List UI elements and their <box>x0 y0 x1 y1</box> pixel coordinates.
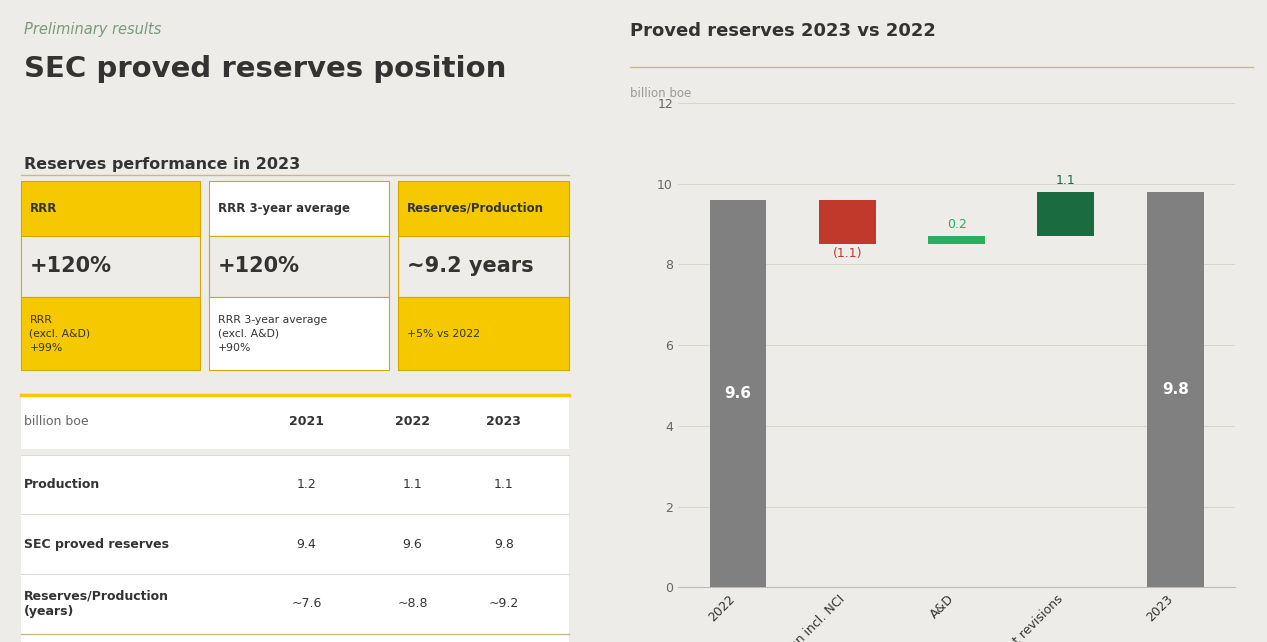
Text: Reserves performance in 2023: Reserves performance in 2023 <box>24 157 300 172</box>
Text: ~9.2: ~9.2 <box>489 597 519 611</box>
Text: +120%: +120% <box>29 256 111 276</box>
Text: RRR: RRR <box>29 202 57 215</box>
Text: ~9.2 years: ~9.2 years <box>407 256 533 276</box>
Text: 2021: 2021 <box>289 415 324 428</box>
FancyBboxPatch shape <box>398 297 569 370</box>
Text: Proved reserves 2023 vs 2022: Proved reserves 2023 vs 2022 <box>630 22 936 40</box>
Text: billion boe: billion boe <box>24 415 89 428</box>
Text: 1.1: 1.1 <box>1055 174 1076 187</box>
Text: 2023: 2023 <box>487 415 521 428</box>
Text: SEC proved reserves: SEC proved reserves <box>24 537 169 551</box>
Text: Production: Production <box>24 478 100 491</box>
Text: 9.8: 9.8 <box>1162 382 1188 397</box>
Text: 2022: 2022 <box>395 415 430 428</box>
Text: SEC proved reserves position: SEC proved reserves position <box>24 55 506 83</box>
Text: 1.1: 1.1 <box>494 478 513 491</box>
Text: Preliminary results: Preliminary results <box>24 22 161 37</box>
Text: Reserves/Production: Reserves/Production <box>407 202 544 215</box>
Text: (1.1): (1.1) <box>832 247 862 260</box>
Bar <box>818 200 875 244</box>
Text: +5% vs 2022: +5% vs 2022 <box>407 329 479 338</box>
FancyBboxPatch shape <box>398 181 569 236</box>
Text: RRR 3-year average
(excl. A&D)
+90%: RRR 3-year average (excl. A&D) +90% <box>218 315 327 352</box>
Text: ~7.6: ~7.6 <box>291 597 322 611</box>
FancyBboxPatch shape <box>20 574 569 634</box>
Text: billion boe: billion boe <box>630 87 691 100</box>
FancyBboxPatch shape <box>209 236 389 297</box>
Text: 9.4: 9.4 <box>296 537 317 551</box>
FancyBboxPatch shape <box>20 236 200 297</box>
Text: 1.1: 1.1 <box>403 478 422 491</box>
Text: +120%: +120% <box>218 256 300 276</box>
Text: RRR
(excl. A&D)
+99%: RRR (excl. A&D) +99% <box>29 315 90 352</box>
Text: 1.2: 1.2 <box>296 478 317 491</box>
Text: RRR 3-year average: RRR 3-year average <box>218 202 350 215</box>
FancyBboxPatch shape <box>20 455 569 514</box>
FancyBboxPatch shape <box>20 395 569 449</box>
Bar <box>710 200 767 587</box>
Bar <box>1038 191 1095 236</box>
FancyBboxPatch shape <box>398 236 569 297</box>
FancyBboxPatch shape <box>20 297 200 370</box>
FancyBboxPatch shape <box>209 181 389 236</box>
Text: 9.6: 9.6 <box>725 386 751 401</box>
FancyBboxPatch shape <box>20 514 569 574</box>
Bar <box>929 236 984 244</box>
Bar <box>1147 191 1204 587</box>
Text: Reserves/Production
(years): Reserves/Production (years) <box>24 590 169 618</box>
Text: 0.2: 0.2 <box>946 218 967 231</box>
Text: 9.6: 9.6 <box>403 537 422 551</box>
FancyBboxPatch shape <box>20 634 569 642</box>
FancyBboxPatch shape <box>209 297 389 370</box>
Text: 9.8: 9.8 <box>494 537 513 551</box>
Text: ~8.8: ~8.8 <box>397 597 428 611</box>
FancyBboxPatch shape <box>20 181 200 236</box>
